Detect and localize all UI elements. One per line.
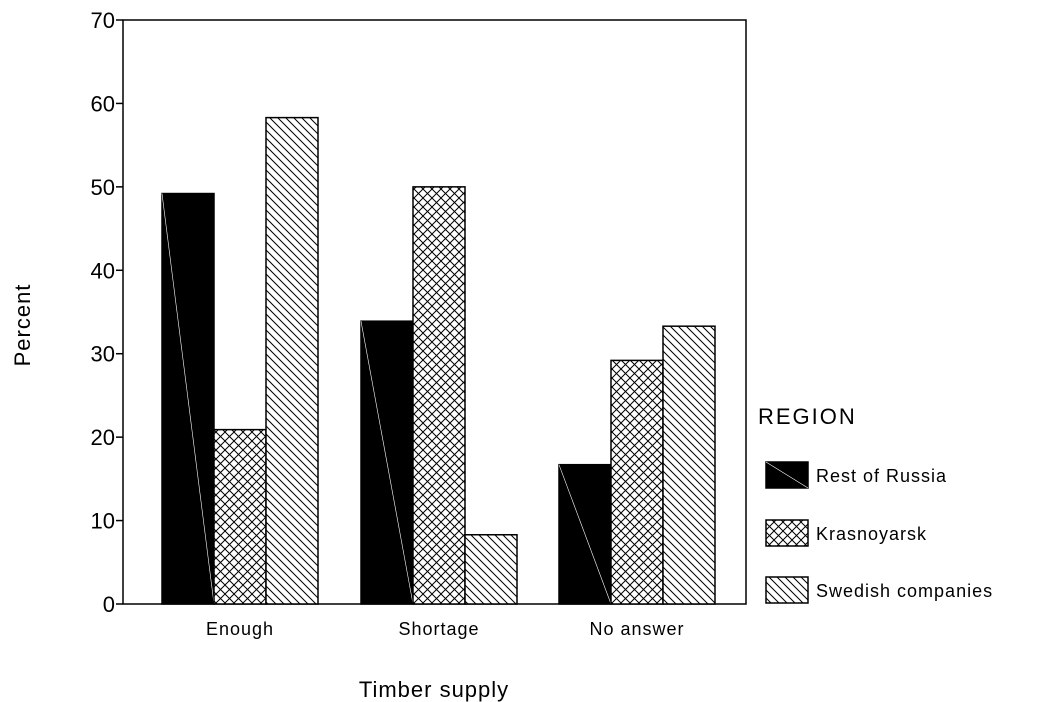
x-axis-title: Timber supply (359, 677, 509, 702)
legend: REGION Rest of Russia Krasnoyarsk Swedish … (758, 404, 993, 604)
y-axis-title: Percent (10, 284, 35, 367)
bar-diagonal (662, 325, 716, 605)
legend-label: Krasnoyarsk (816, 524, 927, 544)
bars-group (161, 116, 716, 605)
legend-title: REGION (758, 404, 857, 429)
x-category-label: Enough (206, 619, 274, 639)
legend-swatch-highlight (765, 461, 809, 489)
legend-swatch (765, 519, 809, 547)
legend-label: Swedish companies (816, 581, 993, 601)
bar-highlight-line (161, 193, 215, 605)
y-axis-ticks: 0 10 20 30 40 50 60 70 (91, 8, 123, 617)
bar-diagonal (464, 534, 518, 605)
y-tick-label: 70 (91, 8, 115, 33)
y-tick-label: 50 (91, 175, 115, 200)
x-category-label: No answer (589, 619, 684, 639)
legend-label: Rest of Russia (816, 466, 947, 486)
y-tick-label: 0 (103, 592, 115, 617)
x-axis-labels: Enough Shortage No answer (206, 619, 684, 639)
legend-swatch (765, 576, 809, 604)
x-category-label: Shortage (398, 619, 479, 639)
y-tick-label: 60 (91, 91, 115, 116)
y-tick-label: 40 (91, 258, 115, 283)
bar-highlight-line (360, 321, 414, 605)
bar-crosshatch (610, 359, 664, 605)
y-tick-label: 10 (91, 509, 115, 534)
y-tick-label: 30 (91, 342, 115, 367)
y-tick-label: 20 (91, 425, 115, 450)
bar-diagonal (265, 116, 319, 605)
bar-crosshatch (213, 428, 267, 605)
bar-highlight-line (558, 464, 612, 605)
bar-crosshatch (412, 186, 466, 605)
